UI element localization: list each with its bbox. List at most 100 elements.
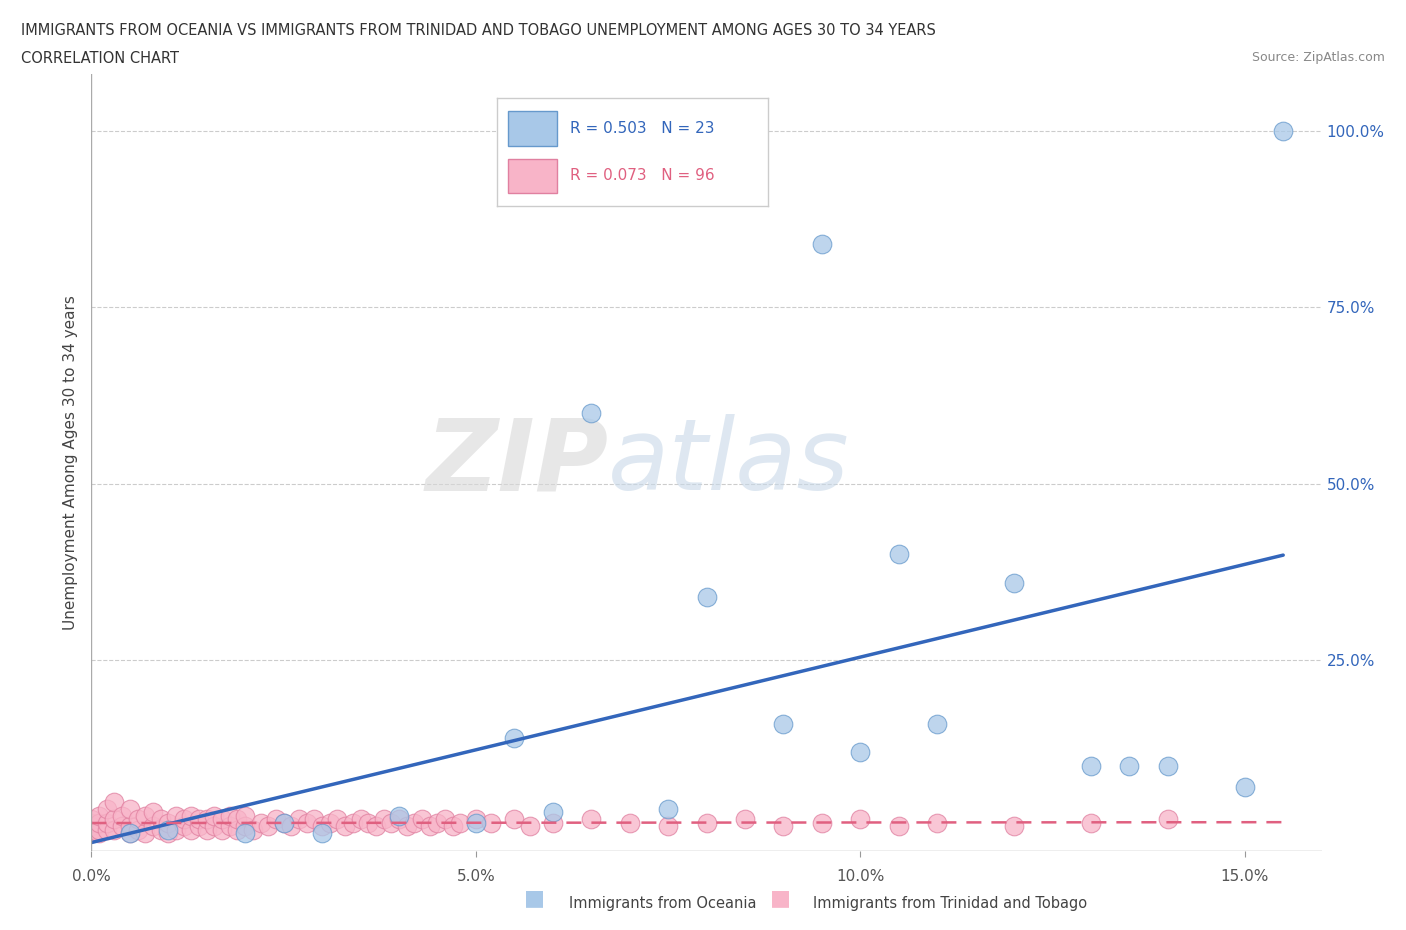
Point — [96, 816, 118, 830]
Point — [233, 826, 256, 841]
Point — [373, 812, 395, 827]
Point — [1002, 818, 1025, 833]
Point — [388, 812, 411, 827]
Point — [211, 812, 233, 827]
Point — [380, 816, 402, 830]
Point — [127, 812, 149, 827]
Point — [503, 731, 526, 746]
Point — [579, 812, 602, 827]
Point — [927, 816, 949, 830]
Point — [103, 812, 125, 827]
Point — [118, 818, 141, 833]
Point — [1233, 780, 1256, 795]
Point — [304, 812, 326, 827]
Point — [419, 818, 441, 833]
Point — [188, 812, 211, 827]
Point — [357, 816, 380, 830]
Point — [96, 822, 118, 837]
Point — [80, 826, 103, 841]
Point — [464, 812, 486, 827]
Y-axis label: Unemployment Among Ages 30 to 34 years: Unemployment Among Ages 30 to 34 years — [63, 295, 79, 631]
Point — [165, 822, 187, 837]
Point — [80, 812, 103, 827]
Point — [218, 818, 240, 833]
Point — [695, 590, 717, 604]
Text: CORRELATION CHART: CORRELATION CHART — [21, 51, 179, 66]
Text: Immigrants from Oceania: Immigrants from Oceania — [569, 897, 756, 911]
Point — [479, 816, 502, 830]
Point — [118, 826, 141, 841]
Point — [434, 812, 457, 827]
Point — [1157, 759, 1180, 774]
Point — [226, 812, 249, 827]
Point — [118, 801, 141, 816]
Point — [142, 818, 165, 833]
Point — [202, 818, 225, 833]
Point — [149, 812, 172, 827]
Point — [441, 818, 464, 833]
Point — [257, 818, 280, 833]
Point — [134, 826, 156, 841]
Point — [87, 816, 110, 830]
Point — [288, 812, 311, 827]
Text: 10.0%: 10.0% — [837, 869, 884, 883]
Point — [165, 808, 187, 823]
Text: atlas: atlas — [607, 414, 849, 512]
Point — [319, 816, 342, 830]
Point — [273, 816, 295, 830]
Text: ■: ■ — [524, 888, 544, 908]
Point — [311, 826, 333, 841]
Point — [111, 818, 134, 833]
Point — [619, 816, 641, 830]
Point — [195, 812, 218, 827]
Point — [242, 822, 264, 837]
Point — [173, 812, 195, 827]
Point — [226, 822, 249, 837]
Point — [811, 816, 834, 830]
Point — [927, 716, 949, 731]
Point — [342, 816, 364, 830]
Point — [887, 547, 910, 562]
Point — [127, 822, 149, 837]
Point — [404, 816, 426, 830]
Point — [233, 808, 256, 823]
Point — [1080, 816, 1102, 830]
Point — [87, 826, 110, 841]
Point — [887, 818, 910, 833]
Point — [96, 801, 118, 816]
Text: 15.0%: 15.0% — [1220, 869, 1270, 883]
Point — [657, 801, 679, 816]
Point — [541, 816, 564, 830]
Point — [134, 808, 156, 823]
Point — [111, 808, 134, 823]
Point — [202, 808, 225, 823]
Point — [264, 812, 287, 827]
Point — [103, 822, 125, 837]
Point — [519, 818, 541, 833]
Point — [333, 818, 356, 833]
Point — [388, 808, 411, 823]
Point — [295, 816, 318, 830]
Point — [849, 745, 872, 760]
Point — [1272, 124, 1295, 139]
Point — [180, 808, 202, 823]
Point — [1002, 576, 1025, 591]
Point — [157, 826, 180, 841]
Point — [426, 816, 449, 830]
Point — [218, 808, 240, 823]
Point — [157, 822, 180, 837]
Point — [849, 812, 872, 827]
Point — [280, 818, 302, 833]
Point — [249, 816, 271, 830]
Point — [579, 405, 602, 420]
Point — [149, 822, 172, 837]
Point — [772, 818, 794, 833]
Point — [157, 816, 180, 830]
Point — [180, 822, 202, 837]
Point — [142, 804, 165, 819]
Point — [87, 822, 110, 837]
Point — [80, 816, 103, 830]
Point — [80, 822, 103, 837]
Point — [364, 818, 387, 833]
Point — [349, 812, 371, 827]
